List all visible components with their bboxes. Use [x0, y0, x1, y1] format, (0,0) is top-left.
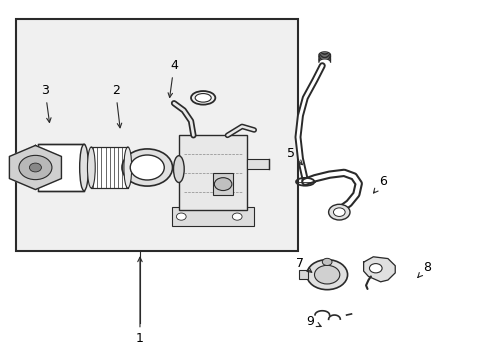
Ellipse shape — [173, 156, 184, 183]
Bar — [91, 147, 127, 188]
Circle shape — [176, 213, 186, 220]
Bar — [38, 144, 84, 191]
Text: 8: 8 — [417, 261, 430, 278]
Ellipse shape — [191, 91, 215, 105]
Polygon shape — [9, 145, 61, 190]
Text: 3: 3 — [41, 84, 51, 122]
Circle shape — [328, 204, 349, 220]
Text: 1: 1 — [136, 257, 143, 346]
Bar — [299, 270, 307, 279]
Circle shape — [122, 149, 172, 186]
Ellipse shape — [195, 94, 211, 102]
Circle shape — [333, 208, 345, 216]
Bar — [179, 135, 246, 210]
Circle shape — [322, 258, 331, 265]
Text: 7: 7 — [296, 257, 311, 272]
Bar — [171, 207, 254, 226]
Text: 2: 2 — [111, 84, 122, 128]
Polygon shape — [363, 257, 394, 282]
Text: 9: 9 — [305, 315, 321, 328]
Text: 4: 4 — [168, 59, 178, 98]
Circle shape — [29, 163, 41, 172]
Circle shape — [306, 260, 347, 290]
Bar — [16, 19, 297, 251]
Circle shape — [314, 265, 339, 284]
Circle shape — [232, 213, 242, 220]
Bar — [213, 174, 232, 195]
Ellipse shape — [87, 147, 95, 188]
Circle shape — [214, 178, 231, 190]
Bar — [246, 159, 268, 169]
Circle shape — [369, 264, 381, 273]
Ellipse shape — [123, 147, 131, 188]
Circle shape — [19, 156, 52, 180]
Text: 5: 5 — [286, 147, 302, 165]
Circle shape — [130, 155, 164, 180]
Ellipse shape — [80, 144, 88, 191]
Text: 6: 6 — [373, 175, 386, 193]
